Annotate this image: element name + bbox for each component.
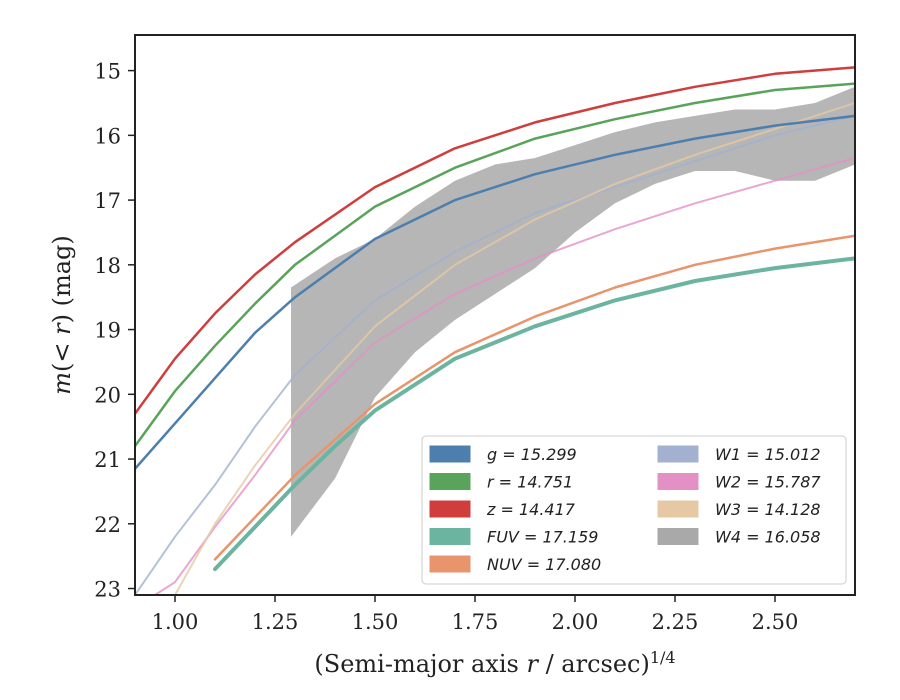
- legend-swatch-r: [429, 473, 471, 490]
- x-tick-label: 1.00: [152, 610, 199, 634]
- plot-frame: [134, 34, 856, 596]
- x-tick-label: 1.75: [452, 610, 499, 634]
- legend: g = 15.299 r = 14.751 z = 14.417 FUV = 17.1…: [421, 435, 847, 585]
- x-tick-label: 2.00: [552, 610, 599, 634]
- legend-swatch-g: [429, 445, 471, 463]
- w4-band: [291, 86, 855, 537]
- y-tick-label: 19: [94, 319, 121, 343]
- legend-label-w4: W4 = 16.058: [715, 528, 821, 547]
- legend-swatch-fuv: [429, 528, 471, 545]
- legend-box: [421, 435, 847, 585]
- y-tick-label: 21: [94, 448, 121, 472]
- legend-swatch-w2: [657, 473, 699, 490]
- series-line-w1: [135, 114, 855, 595]
- legend-swatch-w3: [657, 500, 699, 518]
- legend-label-w1: W1 = 15.012: [715, 445, 821, 464]
- legend-swatch-w4: [657, 528, 699, 545]
- legend-label-fuv: FUV = 17.159: [487, 528, 598, 547]
- y-tick-label: 17: [94, 189, 121, 213]
- x-tick-label: 2.50: [752, 610, 799, 634]
- legend-swatch-z: [429, 500, 471, 518]
- legend-label-r: r = 14.751: [487, 473, 573, 492]
- series-line-g: [135, 114, 855, 471]
- x-axis-title: (Semi-major axis r / arcsec)1/4: [314, 648, 675, 678]
- y-axis-title: m(< r) (mag): [48, 235, 76, 395]
- legend-label-g: g = 15.299: [487, 445, 577, 464]
- series-line-nuv: [213, 234, 855, 561]
- series-line-r: [135, 82, 855, 448]
- y-tick-label: 15: [94, 60, 121, 84]
- y-tick-label: 22: [94, 513, 121, 537]
- x-tick-label: 1.50: [352, 610, 399, 634]
- series-line-w3: [174, 102, 855, 595]
- y-tick-label: 16: [94, 124, 121, 148]
- y-tick-label: 23: [94, 578, 121, 602]
- y-tick-label: 18: [94, 254, 121, 278]
- legend-label-w3: W3 = 14.128: [715, 500, 821, 519]
- series-line-z: [135, 66, 855, 415]
- y-tick-label: 20: [94, 383, 121, 407]
- legend-swatch-nuv: [429, 555, 471, 573]
- legend-label-w2: W2 = 15.787: [715, 473, 821, 492]
- x-tick-label: 1.25: [252, 610, 299, 634]
- legend-label-z: z = 14.417: [486, 500, 576, 519]
- legend-label-nuv: NUV = 17.080: [487, 555, 601, 574]
- x-tick-label: 2.25: [652, 610, 699, 634]
- legend-swatch-w1: [657, 445, 699, 463]
- series-line-fuv: [213, 256, 855, 572]
